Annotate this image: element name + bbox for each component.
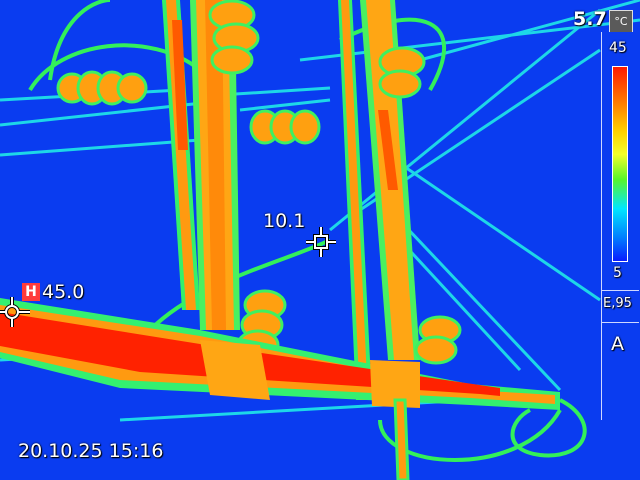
center-spot-temperature: 10.1	[263, 210, 306, 232]
hot-spot-marker: H	[22, 283, 40, 301]
unit-icon: °C	[609, 10, 633, 34]
color-scale-bar	[612, 66, 628, 262]
scale-min-label: 5	[613, 265, 622, 281]
crosshair-icon	[306, 227, 336, 257]
range-mode-label: A	[611, 333, 624, 355]
scale-divider	[602, 290, 639, 291]
hot-spot-temperature: 45.0	[42, 281, 85, 303]
max-temperature-readout: 5.7	[573, 8, 607, 30]
scale-divider	[602, 322, 639, 323]
crosshair-icon	[0, 297, 30, 327]
scale-max-label: 45	[609, 40, 627, 56]
emissivity-label: E,95	[603, 296, 632, 311]
timestamp: 20.10.25 15:16	[18, 440, 164, 462]
